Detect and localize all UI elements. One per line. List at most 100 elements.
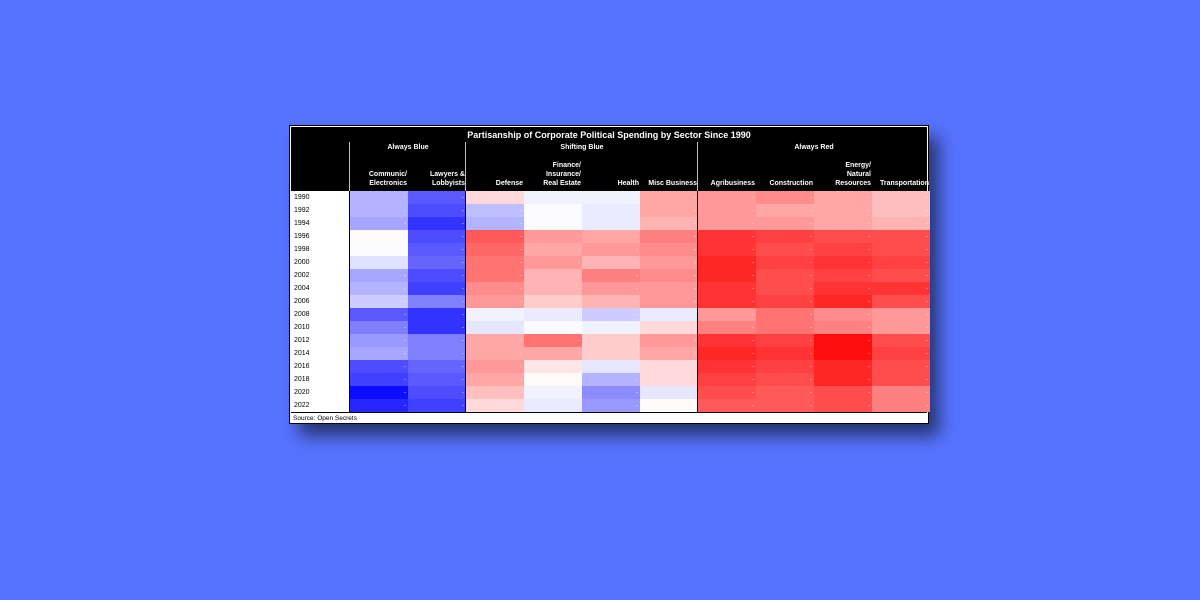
group-divider bbox=[465, 142, 466, 191]
row-label: 2014 bbox=[294, 350, 310, 357]
heatmap-cell bbox=[466, 204, 524, 217]
heatmap-cell bbox=[408, 269, 466, 282]
heatmap-cell bbox=[466, 295, 524, 308]
heatmap-cell bbox=[640, 360, 698, 373]
heatmap-cell bbox=[524, 217, 582, 230]
heatmap-cell bbox=[640, 347, 698, 360]
heatmap-cell bbox=[872, 191, 930, 204]
heatmap-cell bbox=[640, 217, 698, 230]
heatmap-cell bbox=[640, 191, 698, 204]
heatmap-cell bbox=[350, 308, 408, 321]
heatmap-cell bbox=[640, 373, 698, 386]
heatmap-cell bbox=[814, 230, 872, 243]
heatmap-cell bbox=[466, 347, 524, 360]
heatmap-cell bbox=[524, 360, 582, 373]
source-note: Source: Open Secrets bbox=[291, 412, 927, 423]
heatmap-cell bbox=[640, 399, 698, 412]
heatmap-cell bbox=[350, 217, 408, 230]
heatmap-cell bbox=[872, 399, 930, 412]
heatmap-cell bbox=[582, 295, 640, 308]
heatmap-cell bbox=[408, 373, 466, 386]
heatmap-cell bbox=[466, 321, 524, 334]
heatmap-cell bbox=[872, 243, 930, 256]
heatmap-cell bbox=[756, 334, 814, 347]
heatmap-cell bbox=[466, 256, 524, 269]
heatmap-cell bbox=[408, 334, 466, 347]
heatmap-cell bbox=[872, 204, 930, 217]
column-label: Transportation bbox=[879, 180, 929, 187]
heatmap-cell bbox=[350, 269, 408, 282]
row-label: 2004 bbox=[294, 285, 310, 292]
heatmap-cell bbox=[524, 386, 582, 399]
heatmap-cell bbox=[408, 386, 466, 399]
row-label: 2006 bbox=[294, 298, 310, 305]
heatmap-cell bbox=[814, 308, 872, 321]
heatmap-cell bbox=[466, 243, 524, 256]
group-divider bbox=[349, 191, 350, 412]
heatmap-cell bbox=[756, 217, 814, 230]
row-label: 2012 bbox=[294, 337, 310, 344]
heatmap-cell bbox=[814, 399, 872, 412]
heatmap-cell bbox=[756, 230, 814, 243]
heatmap-cell bbox=[698, 399, 756, 412]
heatmap-cell bbox=[814, 373, 872, 386]
row-label: 2010 bbox=[294, 324, 310, 331]
heatmap-cell bbox=[524, 243, 582, 256]
heatmap-cell bbox=[524, 256, 582, 269]
heatmap-cell bbox=[466, 360, 524, 373]
chart-title: Partisanship of Corporate Political Spen… bbox=[291, 127, 927, 142]
heatmap-cell bbox=[524, 204, 582, 217]
heatmap-cell bbox=[698, 269, 756, 282]
row-label: 1990 bbox=[294, 194, 310, 201]
heatmap-cell bbox=[814, 347, 872, 360]
heatmap-cell bbox=[466, 269, 524, 282]
heatmap-cell bbox=[350, 256, 408, 269]
heatmap-cell bbox=[350, 347, 408, 360]
heatmap-cell bbox=[350, 386, 408, 399]
heatmap-cell bbox=[872, 217, 930, 230]
row-label: 2020 bbox=[294, 389, 310, 396]
heatmap-cell bbox=[872, 347, 930, 360]
heatmap-cell bbox=[408, 347, 466, 360]
heatmap-cell bbox=[640, 295, 698, 308]
heatmap-cell bbox=[814, 217, 872, 230]
heatmap-cell bbox=[524, 321, 582, 334]
row-label: 2002 bbox=[294, 272, 310, 279]
heatmap-cell bbox=[524, 347, 582, 360]
column-header: Always Blue Communic/ Electronics Lawyers … bbox=[291, 142, 929, 191]
heatmap-cell bbox=[466, 282, 524, 295]
heatmap-cell bbox=[756, 399, 814, 412]
heatmap-cell bbox=[756, 282, 814, 295]
heatmap-cell bbox=[350, 204, 408, 217]
row-label: 1998 bbox=[294, 246, 310, 253]
heatmap-cell bbox=[350, 282, 408, 295]
heatmap-cell bbox=[814, 243, 872, 256]
heatmap-cell bbox=[698, 360, 756, 373]
row-label: 2016 bbox=[294, 363, 310, 370]
heatmap-cell bbox=[872, 334, 930, 347]
heatmap-cell bbox=[698, 230, 756, 243]
heatmap-cell bbox=[524, 334, 582, 347]
heatmap-cell bbox=[408, 191, 466, 204]
row-label: 2000 bbox=[294, 259, 310, 266]
heatmap-cell bbox=[582, 230, 640, 243]
heatmap-cell bbox=[640, 243, 698, 256]
heatmap-cell bbox=[466, 217, 524, 230]
heatmap-cell bbox=[698, 256, 756, 269]
heatmap-cell bbox=[350, 373, 408, 386]
heatmap-cell bbox=[640, 230, 698, 243]
row-label: 2022 bbox=[294, 402, 310, 409]
heatmap-cell bbox=[408, 308, 466, 321]
heatmap-cell bbox=[756, 347, 814, 360]
column-label: Communic/ Electronics bbox=[368, 171, 407, 187]
heatmap-cell bbox=[640, 334, 698, 347]
column-label: Health bbox=[617, 180, 639, 187]
heatmap-cell bbox=[582, 360, 640, 373]
heatmap-cell bbox=[524, 295, 582, 308]
column-label: Lawyers & Lobbyists bbox=[429, 171, 465, 187]
heatmap-cell bbox=[756, 295, 814, 308]
heatmap-grid bbox=[350, 191, 930, 412]
heatmap-cell bbox=[350, 295, 408, 308]
group-divider bbox=[349, 142, 350, 191]
column-label: Agribusiness bbox=[710, 180, 755, 187]
